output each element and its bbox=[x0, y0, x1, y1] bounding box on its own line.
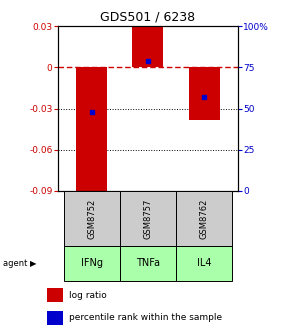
Bar bbox=[64, 191, 120, 246]
Text: IFNg: IFNg bbox=[81, 258, 103, 268]
Bar bbox=[76, 67, 107, 195]
Bar bbox=[120, 191, 176, 246]
Text: GSM8757: GSM8757 bbox=[143, 198, 153, 239]
Bar bbox=[176, 246, 232, 281]
Bar bbox=[188, 67, 220, 120]
Bar bbox=[47, 288, 63, 302]
Bar bbox=[120, 246, 176, 281]
Text: TNFa: TNFa bbox=[136, 258, 160, 268]
Text: GSM8762: GSM8762 bbox=[200, 198, 209, 239]
Bar bbox=[176, 191, 232, 246]
Bar bbox=[64, 246, 120, 281]
Bar bbox=[47, 311, 63, 325]
Text: log ratio: log ratio bbox=[69, 291, 106, 299]
Text: agent ▶: agent ▶ bbox=[3, 259, 37, 268]
Text: IL4: IL4 bbox=[197, 258, 211, 268]
Text: GSM8752: GSM8752 bbox=[87, 198, 96, 239]
Title: GDS501 / 6238: GDS501 / 6238 bbox=[100, 10, 195, 24]
Bar bbox=[133, 26, 163, 67]
Text: percentile rank within the sample: percentile rank within the sample bbox=[69, 313, 222, 323]
